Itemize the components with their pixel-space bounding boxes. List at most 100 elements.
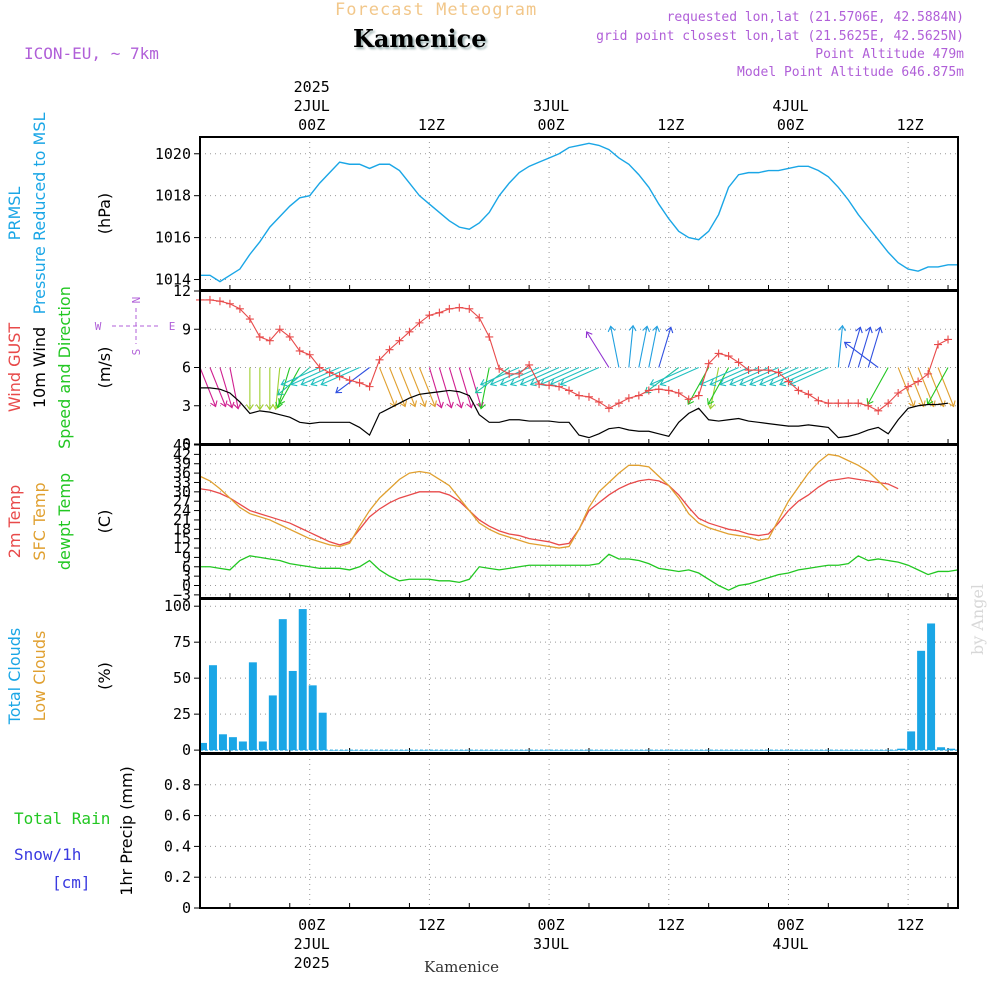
y-axis-label: Pressure Reduced to MSL	[30, 112, 49, 314]
gust-marker	[265, 336, 274, 345]
y-axis-label: PRMSL	[5, 187, 24, 241]
y-tick-label: 12	[173, 282, 191, 300]
wind-barb	[648, 326, 658, 368]
cloud-bar	[238, 741, 247, 751]
gust-marker	[804, 390, 813, 399]
wind-barb	[857, 327, 871, 368]
wind-barb-head	[948, 400, 956, 408]
wind-barb-head	[519, 379, 527, 387]
y-axis-label: (hPa)	[95, 193, 114, 234]
dewpt-line	[200, 553, 959, 591]
gust-marker	[654, 385, 663, 394]
time-label-bottom: 00Z	[298, 916, 325, 934]
gust-marker	[814, 396, 823, 405]
cloud-bar	[927, 623, 936, 751]
gust-marker	[505, 369, 514, 378]
wind-barb	[709, 366, 749, 386]
gust-marker	[415, 318, 424, 327]
gust-marker	[724, 352, 733, 361]
gust-marker	[934, 340, 943, 349]
time-label-top: 00Z	[298, 116, 325, 134]
time-label-bottom: 12Z	[657, 916, 684, 934]
wind-barb	[209, 367, 227, 407]
grid-point-coords: grid point closest lon,lat (21.5625E, 42…	[596, 29, 964, 44]
wind-barb-head	[275, 401, 283, 409]
wind-barb	[480, 367, 490, 409]
wind-barb-head	[419, 400, 427, 408]
y-tick-label: 0	[182, 435, 191, 453]
wind-barb-head	[652, 325, 661, 333]
wind-barb-head	[320, 379, 328, 387]
gust-marker	[345, 376, 354, 385]
cloud-bar	[208, 665, 217, 751]
pressure-line	[200, 142, 958, 283]
gust-marker	[624, 394, 633, 403]
wind-barb	[398, 367, 416, 407]
y-tick-label: 25	[173, 705, 191, 723]
wind-barb-head	[729, 379, 737, 387]
chart-title: Forecast Meteogram	[335, 0, 538, 20]
y-axis-label: Speed and Direction	[55, 286, 74, 449]
wind10m-line	[200, 387, 949, 439]
y-tick-label: 0	[182, 899, 191, 917]
y-axis-label: Low Clouds	[30, 631, 49, 722]
compass-east: E	[169, 320, 176, 333]
gust-marker	[914, 377, 923, 386]
wind-barb	[458, 367, 472, 408]
gust-marker	[425, 311, 434, 320]
model-altitude: Model Point Altitude 646.875m	[737, 65, 964, 80]
wind-barb	[428, 367, 442, 408]
wind-barb-head	[649, 379, 657, 387]
wind-barb	[937, 367, 955, 407]
gust-marker	[305, 350, 314, 359]
gust-marker	[674, 389, 683, 397]
wind-barb	[789, 366, 829, 386]
y-tick-label: 0.2	[164, 868, 191, 886]
cloud-bar	[298, 609, 307, 751]
time-label-bottom: 00Z	[538, 916, 565, 934]
gust-marker	[794, 386, 803, 395]
gust-marker	[225, 299, 234, 308]
wind-barb-head	[585, 331, 593, 339]
wind-barb-head	[478, 402, 486, 410]
time-label-top: 00Z	[777, 116, 804, 134]
y-tick-label: 12	[173, 539, 191, 557]
wind-barb-head	[210, 400, 218, 408]
wind-barb-head	[245, 404, 254, 411]
gust-marker	[215, 297, 224, 306]
wind-barb	[844, 341, 879, 368]
wind-barb	[510, 366, 550, 386]
gust-marker	[495, 364, 504, 373]
compass-north: N	[130, 297, 143, 304]
wind-barb-head	[875, 326, 883, 334]
wind-barb	[699, 366, 739, 386]
y-tick-label: 9	[182, 548, 191, 566]
gust-marker	[275, 325, 284, 334]
wind-barb	[388, 367, 406, 407]
y-tick-label: 21	[173, 511, 191, 529]
y-axis-label: Total Clouds	[5, 628, 24, 726]
wind-barb-head	[389, 400, 398, 408]
wind-barb	[917, 367, 935, 407]
time-label-bottom: 2JUL	[294, 935, 330, 953]
wind-barb	[550, 366, 590, 386]
wind-barb-head	[607, 325, 616, 333]
precip-legend: Total Rain	[14, 809, 110, 828]
wind-barb	[475, 367, 510, 394]
wind-barb-head	[265, 404, 274, 411]
wind-barb	[660, 366, 699, 386]
wind-barb-head	[559, 379, 567, 387]
wind-barb	[638, 326, 648, 368]
panel-precip: 0 0.2 0.4 0.6 0.8 1hr Precip (mm) Total Rain Sn…	[14, 753, 959, 917]
gust-marker	[714, 349, 723, 358]
wind-barb	[769, 366, 809, 386]
gust-marker	[515, 369, 524, 378]
wind-barb	[610, 326, 620, 368]
footer-station: Kamenice	[424, 958, 499, 976]
wind-barb-head	[855, 326, 863, 334]
wind-barb-head	[628, 324, 637, 332]
wind-barb-head	[335, 386, 343, 394]
time-label-top: 00Z	[538, 116, 565, 134]
